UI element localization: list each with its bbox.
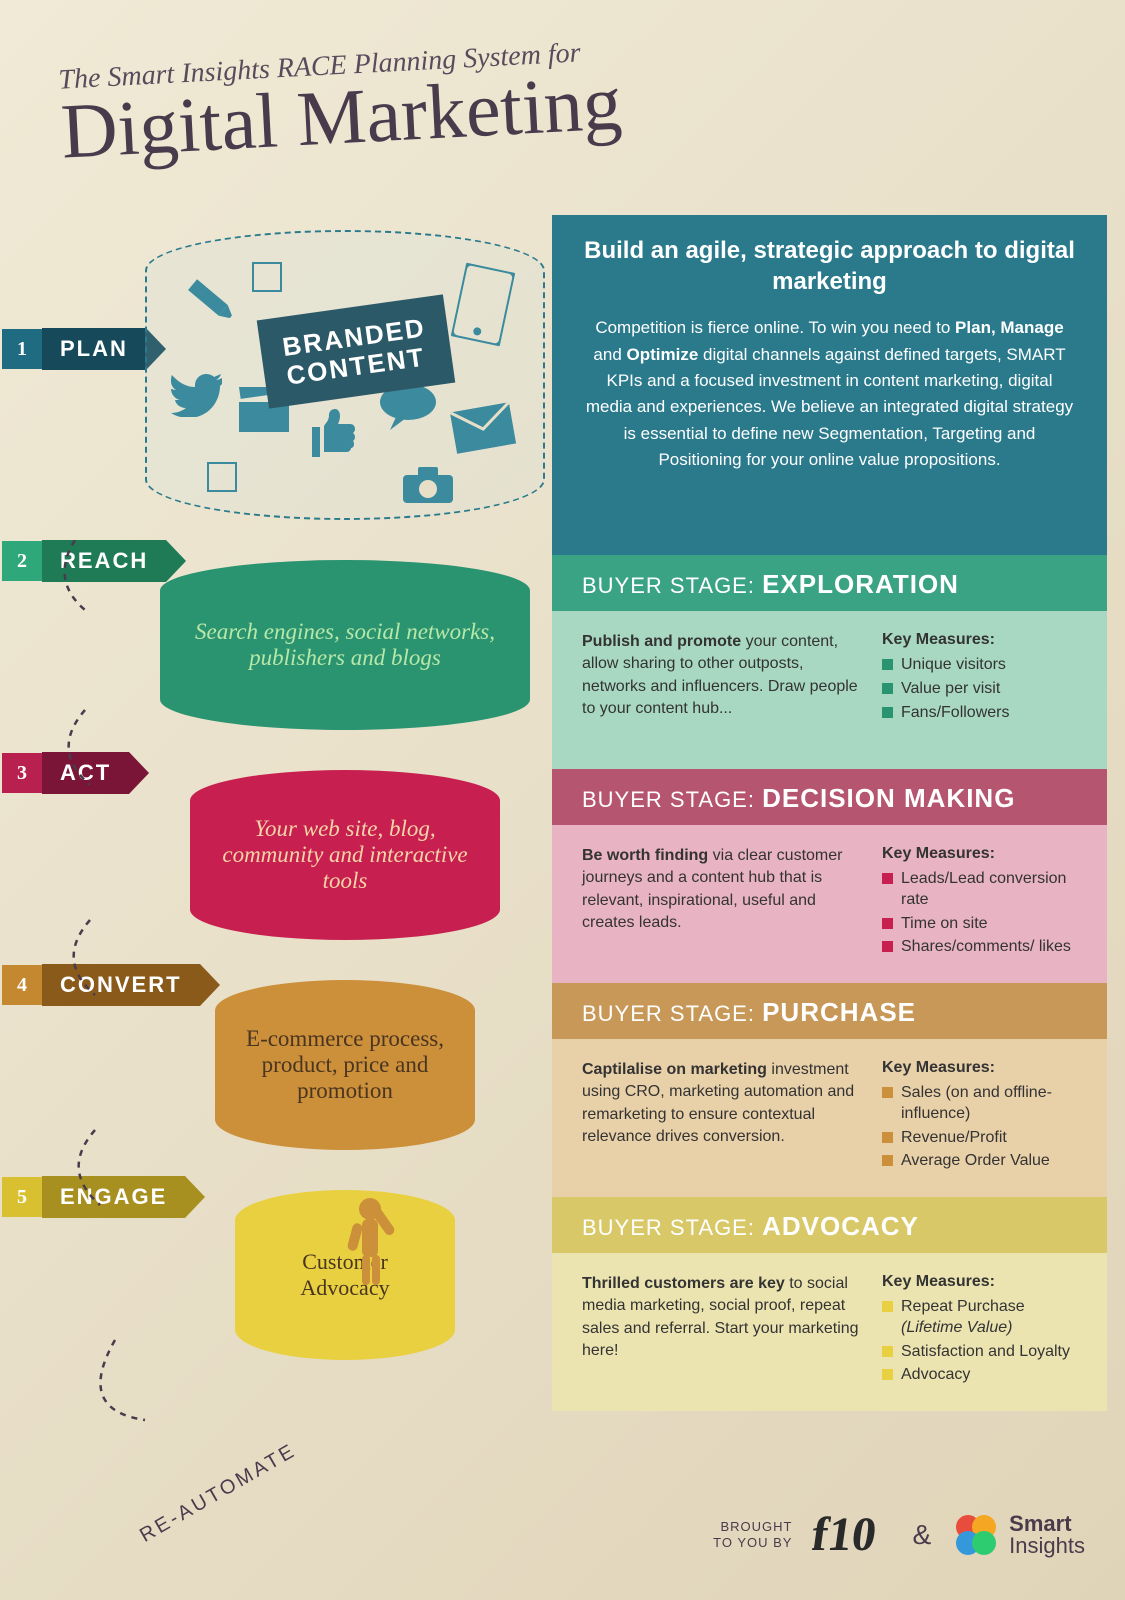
funnel: BRANDEDCONTENT Search engines, social ne… [145,230,545,1360]
key-measures: Key Measures: Unique visitorsValue per v… [882,631,1077,749]
buyer-stage-header-act: BUYER STAGE: DECISION MAKING [552,769,1107,825]
level-num: 3 [2,753,42,793]
funnel-stage-act: Your web site, blog, community and inter… [190,770,500,940]
funnel-top: BRANDEDCONTENT [145,230,545,520]
svg-text:f10: f10 [812,1508,880,1561]
header: The Smart Insights RACE Planning System … [58,35,624,166]
buyer-stage-name: DECISION MAKING [762,783,1015,813]
detail-panel-convert: Captilalise on marketing investment usin… [552,1039,1107,1197]
buyer-stage-name: EXPLORATION [762,569,959,599]
buyer-stage-label: BUYER STAGE: [582,573,755,598]
buyer-stage-label: BUYER STAGE: [582,787,755,812]
level-num: 1 [2,329,42,369]
buyer-stage-name: PURCHASE [762,997,916,1027]
buyer-stage-header-engage: BUYER STAGE: ADVOCACY [552,1197,1107,1253]
key-measures: Key Measures: Sales (on and offline-infl… [882,1059,1077,1177]
phone-icon [451,263,516,347]
footer: BROUGHTTO YOU BY f10 & SmartInsights [713,1500,1085,1570]
pencil-icon [171,261,248,338]
flow-arrows [55,540,155,1440]
buyer-stage-label: BUYER STAGE: [582,1001,755,1026]
detail-text: Captilalise on marketing investment usin… [582,1059,862,1177]
detail-text: Be worth finding via clear customer jour… [582,845,862,963]
detail-panel-act: Be worth finding via clear customer jour… [552,825,1107,983]
person-icon [340,1195,410,1295]
camera-icon [403,467,453,503]
buyer-stage-label: BUYER STAGE: [582,1215,755,1240]
level-num: 2 [2,541,42,581]
ampersand: & [912,1519,931,1551]
funnel-stage-reach: Search engines, social networks, publish… [160,560,530,730]
thumbs-up-icon [302,402,357,462]
plan-panel-title: Build an agile, strategic approach to di… [582,235,1077,297]
plan-panel: Build an agile, strategic approach to di… [552,215,1107,555]
title: Digital Marketing [59,67,623,166]
level-num: 5 [2,1177,42,1217]
plan-panel-body: Competition is fierce online. To win you… [582,315,1077,473]
detail-text: Publish and promote your content, allow … [582,631,862,749]
buyer-stage-name: ADVOCACY [762,1211,919,1241]
buyer-stage-header-convert: BUYER STAGE: PURCHASE [552,983,1107,1039]
envelope-icon [450,402,516,454]
smartinsights-text: SmartInsights [1009,1513,1085,1557]
key-measures: Key Measures: Repeat Purchase (Lifetime … [882,1273,1077,1391]
right-panel: Build an agile, strategic approach to di… [552,215,1107,1411]
reautomate-label: RE-AUTOMATE [136,1439,301,1547]
twitter-icon [167,372,222,417]
level-label: PLAN [42,328,146,370]
funnel-stage-convert: E-commerce process, product, price and p… [215,980,475,1150]
smartinsights-logo: SmartInsights [951,1510,1085,1560]
detail-panel-reach: Publish and promote your content, allow … [552,611,1107,769]
level-num: 4 [2,965,42,1005]
square-icon [252,262,282,292]
detail-text: Thrilled customers are key to social med… [582,1273,862,1391]
buyer-stage-header-reach: BUYER STAGE: EXPLORATION [552,555,1107,611]
key-measures: Key Measures: Leads/Lead conversion rate… [882,845,1077,963]
detail-panel-engage: Thrilled customers are key to social med… [552,1253,1107,1411]
first10-logo: f10 [812,1500,892,1570]
square-icon [207,462,237,492]
brought-by-label: BROUGHTTO YOU BY [713,1519,792,1550]
